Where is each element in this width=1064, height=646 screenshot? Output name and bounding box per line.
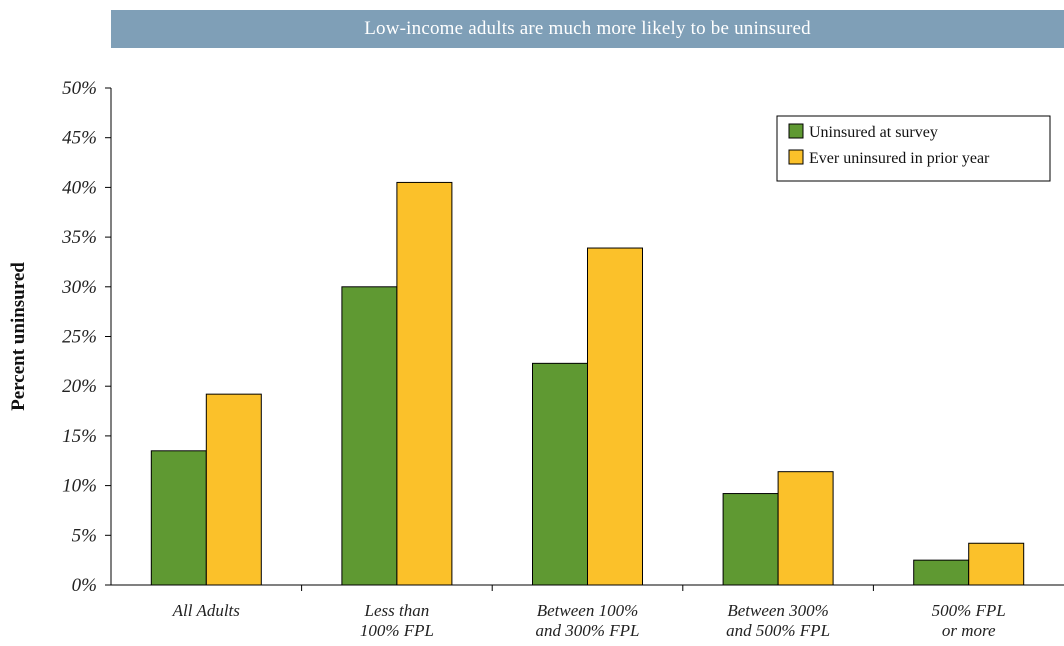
legend-swatch <box>788 149 804 165</box>
y-axis-title: Percent uninsured <box>8 262 29 411</box>
x-category-label: Between 300% <box>727 601 829 620</box>
legend-swatch <box>788 123 804 139</box>
bar <box>532 362 588 586</box>
legend-box <box>776 115 1051 182</box>
y-tick-label: 40% <box>62 177 97 198</box>
bar <box>396 181 453 586</box>
x-category-label: Less than <box>364 601 430 620</box>
y-tick-label: 5% <box>72 525 97 546</box>
x-category-label: and 300% FPL <box>536 621 640 640</box>
y-tick-label: 0% <box>72 575 97 596</box>
x-category-label: Between 100% <box>537 601 639 620</box>
legend-label: Uninsured at survey <box>809 124 938 141</box>
x-category-label: and 500% FPL <box>726 621 830 640</box>
x-category-label: or more <box>942 621 996 640</box>
bar <box>341 286 398 586</box>
x-category-label: 500% FPL <box>932 601 1006 620</box>
legend-label: Ever uninsured in prior year <box>809 150 990 167</box>
bar <box>205 393 262 586</box>
y-tick-label: 45% <box>62 128 97 149</box>
bar <box>913 559 970 586</box>
y-tick-label: 50% <box>62 78 97 99</box>
bar <box>777 471 834 586</box>
y-tick-label: 20% <box>62 376 97 397</box>
bar <box>968 542 1025 586</box>
x-category-label: All Adults <box>172 601 241 620</box>
bar <box>587 247 643 586</box>
y-tick-label: 10% <box>62 476 97 497</box>
chart-title: Low-income adults are much more likely t… <box>111 10 1064 48</box>
bar <box>722 493 779 586</box>
y-tick-label: 30% <box>61 277 97 298</box>
y-tick-label: 25% <box>62 327 97 348</box>
x-category-label: 100% FPL <box>360 621 434 640</box>
y-tick-label: 15% <box>62 426 97 447</box>
y-tick-label: 35% <box>61 227 97 248</box>
bar <box>150 450 207 586</box>
